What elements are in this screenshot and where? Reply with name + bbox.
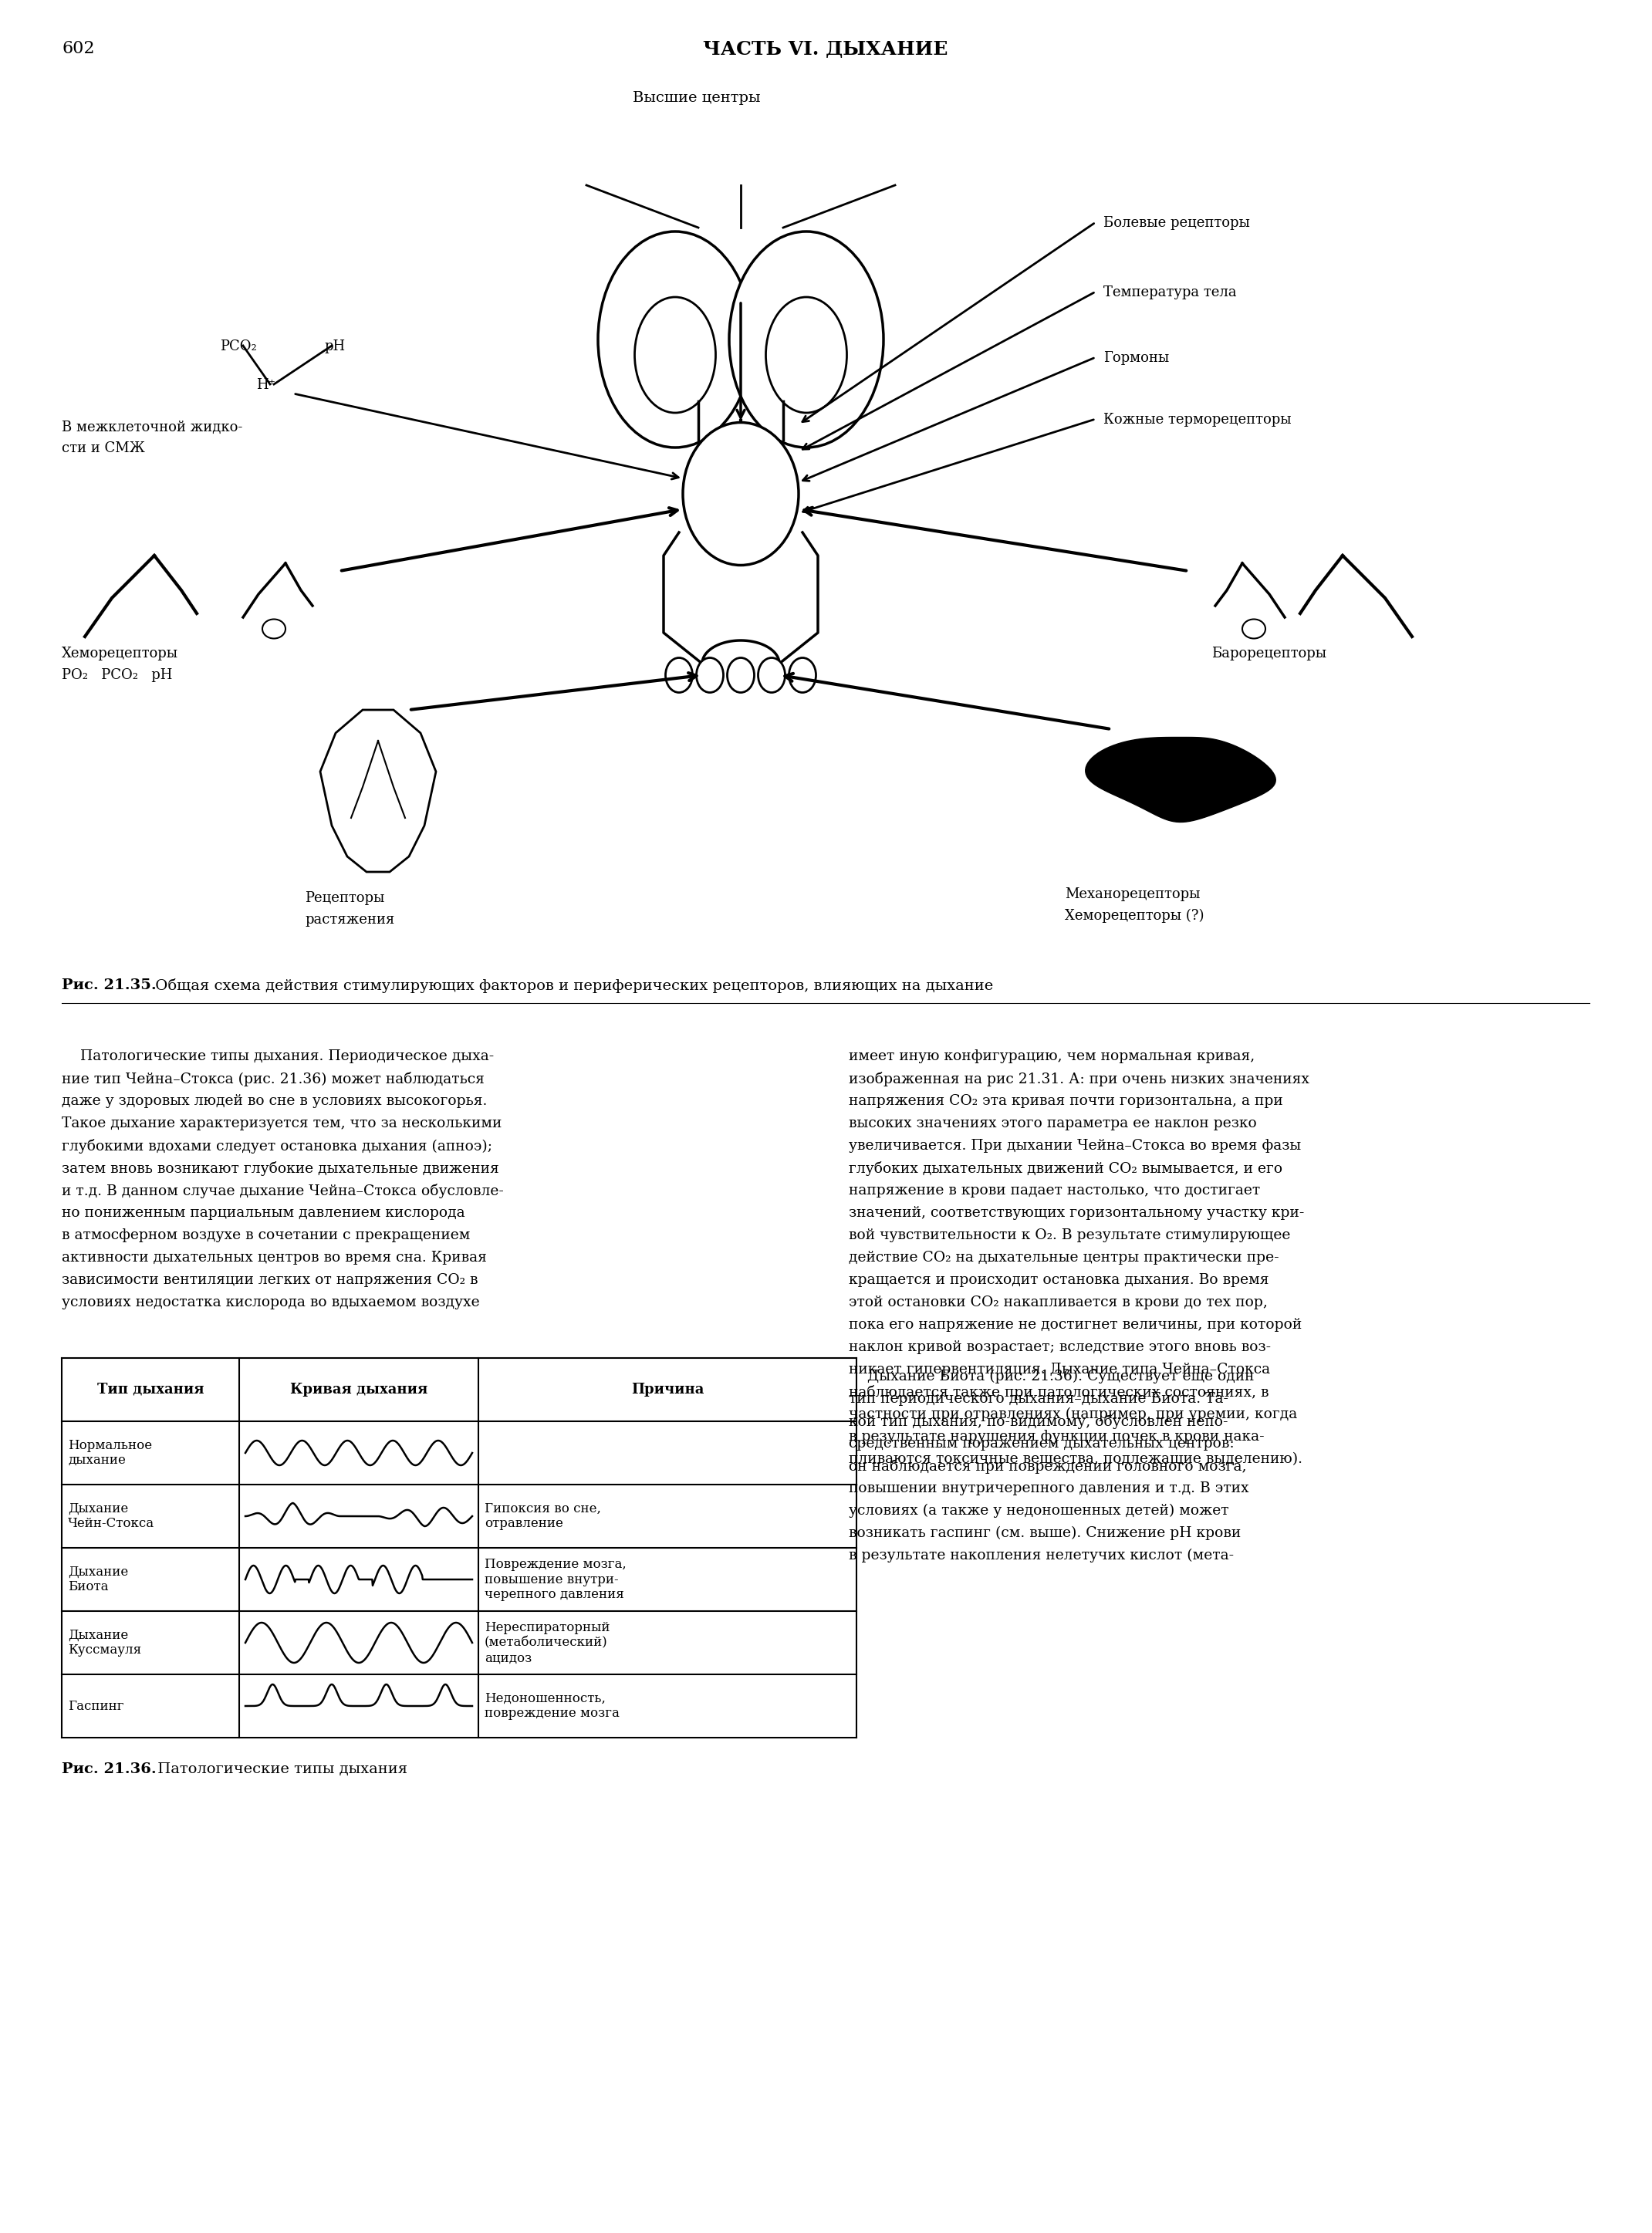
Text: Хеморецепторы (?): Хеморецепторы (?) xyxy=(1066,909,1204,922)
Text: глубоких дыхательных движений CO₂ вымывается, и его: глубоких дыхательных движений CO₂ вымыва… xyxy=(849,1161,1282,1177)
Text: условиях (а также у недоношенных детей) может: условиях (а также у недоношенных детей) … xyxy=(849,1503,1229,1518)
Text: Дыхание Биота (рис. 21.36). Существует еще один: Дыхание Биота (рис. 21.36). Существует е… xyxy=(849,1369,1254,1384)
Text: увеличивается. При дыхании Чейна–Стокса во время фазы: увеличивается. При дыхании Чейна–Стокса … xyxy=(849,1139,1302,1152)
Text: 602: 602 xyxy=(61,40,94,58)
Text: PСO₂: PСO₂ xyxy=(220,339,256,353)
Ellipse shape xyxy=(790,659,816,692)
Text: Общая схема действия стимулирующих факторов и периферических рецепторов, влияющи: Общая схема действия стимулирующих факто… xyxy=(150,978,993,994)
Text: изображенная на рис 21.31. А: при очень низких значениях: изображенная на рис 21.31. А: при очень … xyxy=(849,1072,1310,1087)
Ellipse shape xyxy=(697,659,724,692)
Text: наблюдается также при патологических состояниях, в: наблюдается также при патологических сос… xyxy=(849,1384,1269,1400)
Text: глубокими вдохами следует остановка дыхания (апноэ);: глубокими вдохами следует остановка дыха… xyxy=(61,1139,492,1154)
Text: но пониженным парциальным давлением кислорода: но пониженным парциальным давлением кисл… xyxy=(61,1206,464,1219)
Text: возникать гаспинг (см. выше). Снижение pH крови: возникать гаспинг (см. выше). Снижение p… xyxy=(849,1525,1241,1541)
Text: сти и СМЖ: сти и СМЖ xyxy=(61,442,145,456)
Text: затем вновь возникают глубокие дыхательные движения: затем вновь возникают глубокие дыхательн… xyxy=(61,1161,499,1177)
Text: Хеморецепторы: Хеморецепторы xyxy=(61,648,178,661)
Text: В межклеточной жидко-: В межклеточной жидко- xyxy=(61,420,243,435)
Text: Такое дыхание характеризуется тем, что за несколькими: Такое дыхание характеризуется тем, что з… xyxy=(61,1116,502,1130)
Text: Дыхание
Чейн-Стокса: Дыхание Чейн-Стокса xyxy=(68,1503,154,1530)
Text: Барорецепторы: Барорецепторы xyxy=(1211,648,1327,661)
Text: напряжения CO₂ эта кривая почти горизонтальна, а при: напряжения CO₂ эта кривая почти горизонт… xyxy=(849,1094,1284,1108)
Text: Патологические типы дыхания: Патологические типы дыхания xyxy=(152,1762,408,1775)
Text: условиях недостатка кислорода во вдыхаемом воздухе: условиях недостатка кислорода во вдыхаем… xyxy=(61,1295,479,1309)
Text: зависимости вентиляции легких от напряжения CO₂ в: зависимости вентиляции легких от напряже… xyxy=(61,1273,477,1286)
Text: Дыхание
Биота: Дыхание Биота xyxy=(68,1565,129,1594)
Text: Нереспираторный
(метаболический)
ацидоз: Нереспираторный (метаболический) ацидоз xyxy=(484,1621,610,1664)
Ellipse shape xyxy=(598,232,752,447)
Text: этой остановки CO₂ накапливается в крови до тех пор,: этой остановки CO₂ накапливается в крови… xyxy=(849,1295,1267,1309)
Text: ЧАСТЬ VI. ДЫХАНИЕ: ЧАСТЬ VI. ДЫХАНИЕ xyxy=(704,40,948,58)
Text: действие CO₂ на дыхательные центры практически пре-: действие CO₂ на дыхательные центры практ… xyxy=(849,1250,1279,1264)
Text: Гипоксия во сне,
отравление: Гипоксия во сне, отравление xyxy=(484,1503,601,1530)
Text: он наблюдается при повреждении головного мозга,: он наблюдается при повреждении головного… xyxy=(849,1458,1247,1474)
Text: Рецепторы: Рецепторы xyxy=(304,891,385,904)
Ellipse shape xyxy=(729,232,884,447)
Text: активности дыхательных центров во время сна. Кривая: активности дыхательных центров во время … xyxy=(61,1250,487,1264)
Text: Гормоны: Гормоны xyxy=(1104,351,1170,364)
Text: высоких значениях этого параметра ее наклон резко: высоких значениях этого параметра ее нак… xyxy=(849,1116,1257,1130)
Text: в результате нарушения функции почек в крови нака-: в результате нарушения функции почек в к… xyxy=(849,1429,1264,1445)
Text: PО₂   PСO₂   pH: PО₂ PСO₂ pH xyxy=(61,668,172,681)
Polygon shape xyxy=(1085,737,1275,822)
Text: Кожные терморецепторы: Кожные терморецепторы xyxy=(1104,413,1292,427)
Ellipse shape xyxy=(758,659,785,692)
Text: никает гипервентиляция. Дыхание типа Чейна–Стокса: никает гипервентиляция. Дыхание типа Чей… xyxy=(849,1362,1270,1376)
Ellipse shape xyxy=(767,297,847,413)
Text: тип периодического дыхания–дыхание Биота. Та-: тип периодического дыхания–дыхание Биота… xyxy=(849,1391,1229,1407)
Text: наклон кривой возрастает; вследствие этого вновь воз-: наклон кривой возрастает; вследствие это… xyxy=(849,1340,1270,1353)
Text: Механорецепторы: Механорецепторы xyxy=(1066,887,1201,902)
Text: Гаспинг: Гаспинг xyxy=(68,1699,124,1713)
Text: даже у здоровых людей во сне в условиях высокогорья.: даже у здоровых людей во сне в условиях … xyxy=(61,1094,487,1108)
Text: частности при отравлениях (например, при уремии, когда: частности при отравлениях (например, при… xyxy=(849,1407,1297,1422)
Text: и т.д. В данном случае дыхание Чейна–Стокса обусловле-: и т.д. В данном случае дыхание Чейна–Сто… xyxy=(61,1183,504,1199)
Text: Рис. 21.35.: Рис. 21.35. xyxy=(61,978,157,991)
Text: напряжение в крови падает настолько, что достигает: напряжение в крови падает настолько, что… xyxy=(849,1183,1260,1197)
Text: Дыха-
тельные
нейроны: Дыха- тельные нейроны xyxy=(709,478,773,525)
Text: Повреждение мозга,
повышение внутри-
черепного давления: Повреждение мозга, повышение внутри- чер… xyxy=(484,1559,626,1601)
Text: вой чувствительности к O₂. В результате стимулирующее: вой чувствительности к O₂. В результате … xyxy=(849,1228,1290,1242)
Text: кращается и происходит остановка дыхания. Во время: кращается и происходит остановка дыхания… xyxy=(849,1273,1269,1286)
Text: в результате накопления нелетучих кислот (мета-: в результате накопления нелетучих кислот… xyxy=(849,1550,1234,1563)
Text: Температура тела: Температура тела xyxy=(1104,286,1237,299)
Text: пока его напряжение не достигнет величины, при которой: пока его напряжение не достигнет величин… xyxy=(849,1317,1302,1331)
Text: Кривая дыхания: Кривая дыхания xyxy=(291,1382,428,1396)
Text: значений, соответствующих горизонтальному участку кри-: значений, соответствующих горизонтальном… xyxy=(849,1206,1305,1219)
Text: растяжения: растяжения xyxy=(304,913,395,927)
Text: пливаются токсичные вещества, подлежащие выделению).: пливаются токсичные вещества, подлежащие… xyxy=(849,1451,1302,1467)
Text: имеет иную конфигурацию, чем нормальная кривая,: имеет иную конфигурацию, чем нормальная … xyxy=(849,1050,1256,1063)
Text: Недоношенность,
повреждение мозга: Недоношенность, повреждение мозга xyxy=(484,1693,620,1719)
Ellipse shape xyxy=(682,422,798,565)
Text: повышении внутричерепного давления и т.д. В этих: повышении внутричерепного давления и т.д… xyxy=(849,1480,1249,1496)
Text: Тип дыхания: Тип дыхания xyxy=(97,1382,203,1396)
Text: Высшие центры: Высшие центры xyxy=(633,92,760,105)
Text: в атмосферном воздухе в сочетании с прекращением: в атмосферном воздухе в сочетании с прек… xyxy=(61,1228,471,1242)
Text: Дыхание
Куссмауля: Дыхание Куссмауля xyxy=(68,1628,142,1657)
Text: pH: pH xyxy=(324,339,345,353)
Ellipse shape xyxy=(727,659,755,692)
Text: Патологические типы дыхания. Периодическое дыха-: Патологические типы дыхания. Периодическ… xyxy=(61,1050,494,1063)
Ellipse shape xyxy=(666,659,692,692)
Text: Нормальное
дыхание: Нормальное дыхание xyxy=(68,1438,152,1467)
Text: H⁺: H⁺ xyxy=(256,377,276,393)
Text: кой тип дыхания, по-видимому, обусловлен непо-: кой тип дыхания, по-видимому, обусловлен… xyxy=(849,1413,1227,1429)
Text: средственным поражением дыхательных центров:: средственным поражением дыхательных цент… xyxy=(849,1436,1234,1451)
Ellipse shape xyxy=(634,297,715,413)
Text: ние тип Чейна–Стокса (рис. 21.36) может наблюдаться: ние тип Чейна–Стокса (рис. 21.36) может … xyxy=(61,1072,484,1087)
Text: Рис. 21.36.: Рис. 21.36. xyxy=(61,1762,157,1775)
Text: Причина: Причина xyxy=(631,1382,704,1396)
Text: Болевые рецепторы: Болевые рецепторы xyxy=(1104,217,1251,230)
